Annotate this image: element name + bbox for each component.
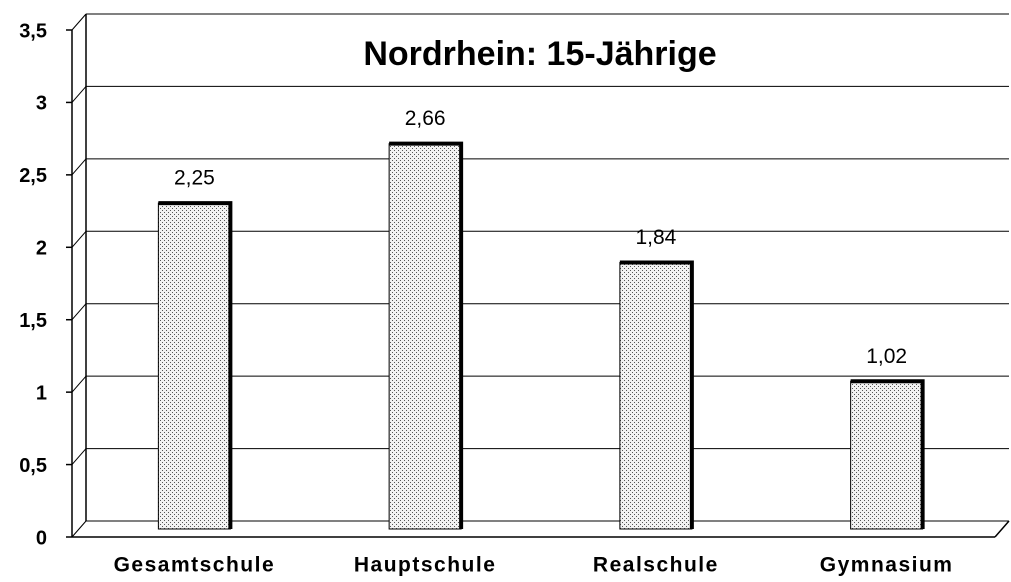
grid-depth <box>71 448 87 465</box>
x-tick-label: Gesamtschule <box>114 554 276 577</box>
y-tick-label: 1,5 <box>19 310 47 332</box>
x-tick-label: Realschule <box>593 554 719 577</box>
y-tick-label: 3,5 <box>19 20 47 42</box>
bar-edge <box>850 379 925 529</box>
bar-edge <box>389 141 464 529</box>
bar <box>850 380 924 530</box>
bar <box>619 261 693 530</box>
value-label: 2,66 <box>405 107 446 130</box>
grid-depth <box>71 303 87 321</box>
chart-title: Nordrhein: 15-Jährige <box>363 35 716 73</box>
y-tick-label: 2,5 <box>19 165 47 187</box>
bar-edge <box>158 201 233 529</box>
x-tick-label: Hauptschule <box>354 554 497 577</box>
value-label: 2,25 <box>174 167 215 190</box>
bar <box>157 202 231 530</box>
y-tick-label: 1 <box>36 382 47 404</box>
value-label: 1,02 <box>866 345 907 368</box>
y-tick-label: 3 <box>36 93 47 115</box>
x-tick-label: Gymnasium <box>820 554 954 577</box>
y-tick-label: 0 <box>36 527 47 549</box>
y-tick-label: 0,5 <box>19 455 47 477</box>
y-tick-label: 2 <box>36 238 47 260</box>
bar-edge <box>619 260 694 529</box>
grid-depth <box>71 158 87 176</box>
grid-depth <box>71 86 87 103</box>
value-label: 1,84 <box>635 226 676 249</box>
bar <box>388 143 462 530</box>
grid-depth <box>71 230 87 248</box>
grid-depth <box>71 13 87 31</box>
floor-right <box>994 520 1010 538</box>
grid-depth <box>71 520 87 538</box>
grid-depth <box>71 375 87 393</box>
